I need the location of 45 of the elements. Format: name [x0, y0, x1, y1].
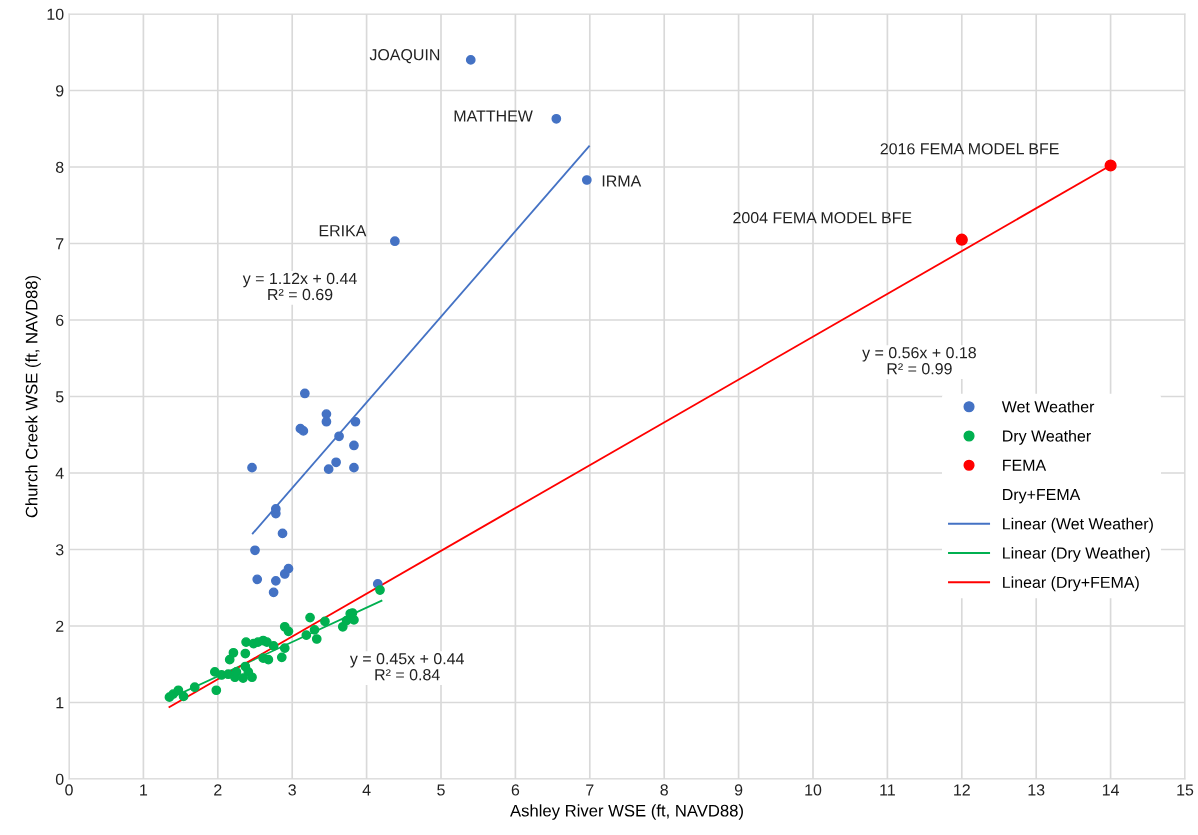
y-tick-label: 9 — [56, 85, 64, 97]
x-tick-label: 14 — [1102, 784, 1120, 796]
legend-label: Wet Weather — [1001, 400, 1095, 413]
y-tick-label: 3 — [55, 544, 64, 556]
y-tick-label: 7 — [56, 238, 64, 250]
annotation: 2004 FEMA MODEL BFE — [733, 212, 912, 224]
y-tick-label: 8 — [55, 161, 64, 173]
x-tick-label: 13 — [1028, 784, 1045, 796]
y-tick-label: 0 — [55, 773, 64, 785]
annotation: y = 1.12x + 0.44 R² = 0.69 — [242, 272, 357, 301]
x-tick-label: 6 — [511, 784, 520, 796]
legend-label: Linear (Dry+FEMA) — [1003, 576, 1139, 592]
x-tick-label: 1 — [140, 784, 148, 796]
annotation: IRMA — [602, 175, 642, 187]
x-tick-label: 15 — [1177, 784, 1194, 796]
legend-label: Dry Weather — [1003, 429, 1091, 445]
x-tick-label: 3 — [288, 784, 296, 796]
x-tick-label: 0 — [65, 784, 73, 796]
x-tick-label: 9 — [734, 784, 743, 796]
y-tick-label: 5 — [55, 391, 64, 403]
y-axis-title: Church Creek WSE (ft, NAVD88) — [25, 275, 41, 518]
annotation: 2016 FEMA MODEL BFE — [880, 143, 1059, 155]
annotation: ERIKA — [319, 225, 367, 237]
x-tick-label: 4 — [362, 784, 371, 796]
y-tick-label: 1 — [56, 697, 64, 709]
x-tick-label: 5 — [437, 784, 445, 796]
x-tick-label: 2 — [214, 784, 222, 796]
annotation: y = 0.56x + 0.18 R² = 0.99 — [862, 347, 976, 375]
y-tick-label: 10 — [47, 8, 64, 20]
annotation: y = 0.45x + 0.44 R² = 0.84 — [349, 653, 464, 681]
annotation: MATTHEW — [454, 110, 533, 122]
legend-label: FEMA — [1003, 459, 1047, 471]
y-tick-label: 6 — [56, 314, 64, 326]
text: Dry+FEMA — [1003, 489, 1081, 504]
legend-label: Linear (Wet Weather) — [1003, 517, 1153, 533]
y-tick-label: 2 — [56, 620, 64, 632]
annotation: JOAQUIN — [369, 49, 440, 64]
y-tick-label: 4 — [55, 467, 64, 479]
legend-label: Linear (Dry Weather) — [1003, 547, 1150, 562]
x-tick-label: 8 — [660, 784, 668, 796]
x-axis-title: Ashley River WSE (ft, NAVD88) — [510, 804, 743, 820]
x-tick-label: 12 — [954, 784, 970, 796]
x-tick-label: 7 — [586, 784, 594, 796]
x-tick-label: 11 — [880, 784, 895, 796]
x-tick-label: 10 — [805, 784, 822, 796]
